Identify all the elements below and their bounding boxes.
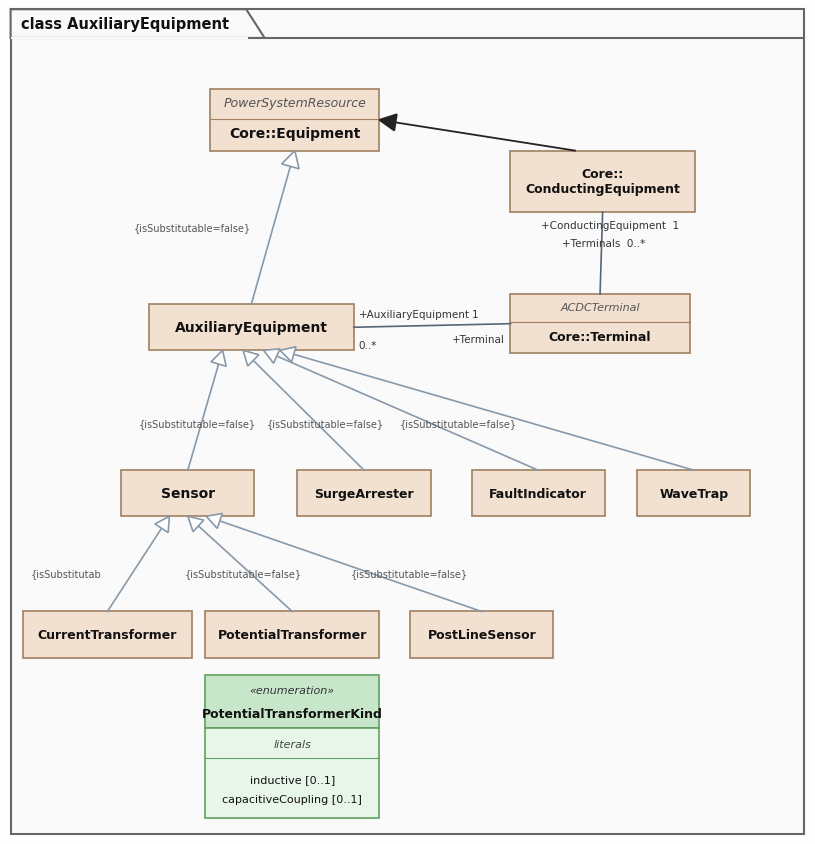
FancyBboxPatch shape <box>510 151 695 213</box>
FancyBboxPatch shape <box>121 471 254 517</box>
Text: Core::
ConductingEquipment: Core:: ConductingEquipment <box>525 168 680 196</box>
FancyBboxPatch shape <box>23 612 192 657</box>
Polygon shape <box>243 351 259 366</box>
Text: «enumeration»: «enumeration» <box>249 685 335 695</box>
FancyBboxPatch shape <box>210 90 379 151</box>
Text: {isSubstitutable=false}: {isSubstitutable=false} <box>185 569 302 578</box>
Text: FaultIndicator: FaultIndicator <box>489 487 587 500</box>
Text: capacitiveCoupling [0..1]: capacitiveCoupling [0..1] <box>222 793 362 803</box>
Text: +AuxiliaryEquipment: +AuxiliaryEquipment <box>359 310 470 320</box>
FancyBboxPatch shape <box>410 612 553 657</box>
Text: {isSubstitutable=false}: {isSubstitutable=false} <box>400 418 517 428</box>
FancyBboxPatch shape <box>297 471 430 517</box>
Polygon shape <box>206 514 222 528</box>
Text: PotentialTransformer: PotentialTransformer <box>218 628 367 641</box>
Polygon shape <box>280 348 296 362</box>
Text: {isSubstitutable=false}: {isSubstitutable=false} <box>350 569 468 578</box>
Text: PowerSystemResource: PowerSystemResource <box>223 97 366 110</box>
Polygon shape <box>282 151 299 170</box>
Text: literals: literals <box>273 739 311 749</box>
Text: PostLineSensor: PostLineSensor <box>427 628 536 641</box>
Text: {isSubstitutable=false}: {isSubstitutable=false} <box>134 223 251 233</box>
FancyBboxPatch shape <box>510 295 689 354</box>
Text: WaveTrap: WaveTrap <box>659 487 729 500</box>
Text: 1: 1 <box>472 310 478 320</box>
Text: +ConductingEquipment  1: +ConductingEquipment 1 <box>541 221 679 231</box>
Text: PotentialTransformerKind: PotentialTransformerKind <box>202 707 383 720</box>
Text: class AuxiliaryEquipment: class AuxiliaryEquipment <box>21 17 229 32</box>
Polygon shape <box>379 115 397 132</box>
Text: Sensor: Sensor <box>161 487 215 500</box>
Text: {isSubstitutab: {isSubstitutab <box>31 569 102 578</box>
Polygon shape <box>211 351 227 367</box>
Polygon shape <box>187 517 204 532</box>
FancyBboxPatch shape <box>11 10 804 834</box>
Text: CurrentTransformer: CurrentTransformer <box>37 628 177 641</box>
FancyBboxPatch shape <box>149 305 354 351</box>
Text: {isSubstitutable=false}: {isSubstitutable=false} <box>267 418 384 428</box>
Text: inductive [0..1]: inductive [0..1] <box>249 774 335 784</box>
FancyBboxPatch shape <box>205 728 379 819</box>
Polygon shape <box>155 517 170 533</box>
FancyBboxPatch shape <box>472 471 605 517</box>
Text: 0..*: 0..* <box>359 340 377 350</box>
Text: Core::Terminal: Core::Terminal <box>548 331 651 344</box>
Text: AuxiliaryEquipment: AuxiliaryEquipment <box>174 321 328 335</box>
FancyBboxPatch shape <box>205 675 379 728</box>
Text: Core::Equipment: Core::Equipment <box>229 127 360 141</box>
Text: ACDCTerminal: ACDCTerminal <box>560 303 640 312</box>
Text: SurgeArrester: SurgeArrester <box>314 487 414 500</box>
Text: +Terminals  0..*: +Terminals 0..* <box>562 239 645 249</box>
Polygon shape <box>11 10 265 39</box>
FancyBboxPatch shape <box>637 471 750 517</box>
Text: +Terminal: +Terminal <box>452 334 505 344</box>
Text: {isSubstitutable=false}: {isSubstitutable=false} <box>139 418 256 428</box>
Polygon shape <box>263 349 280 364</box>
FancyBboxPatch shape <box>205 612 379 657</box>
